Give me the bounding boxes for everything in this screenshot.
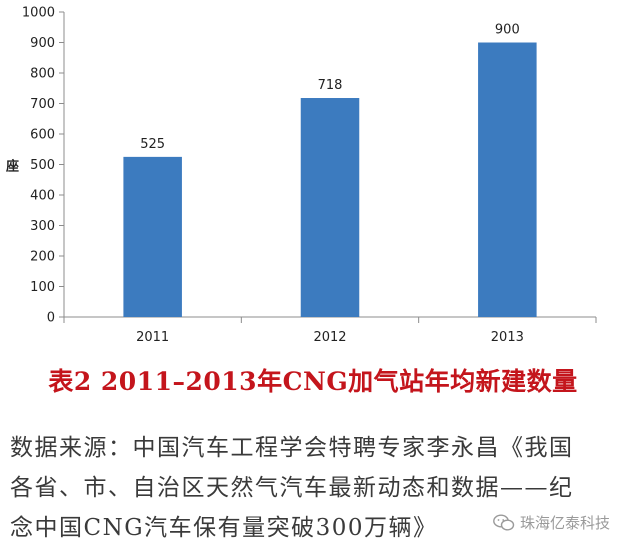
source-line-2: 各省、市、自治区天然气汽车最新动态和数据——纪 — [10, 475, 574, 501]
chart-axes: 0 100 200 300 400 500 600 700 800 900 1000 座 — [5, 6, 597, 326]
watermark-text: 珠海亿泰科技 — [519, 514, 610, 532]
figure-caption: 表2 2011–2013年CNG加气站年均新建数量 — [48, 367, 578, 396]
y-tick-label: 1000 — [22, 6, 55, 21]
data-label: 718 — [318, 78, 343, 93]
y-tick-label: 200 — [30, 250, 55, 265]
source-line-3: 念中国CNG汽车保有量突破300万辆》 — [10, 515, 438, 541]
y-tick-label: 400 — [30, 189, 55, 204]
data-label: 900 — [495, 23, 520, 38]
bar — [123, 156, 182, 317]
data-label: 525 — [140, 137, 165, 152]
chart-labels: 525 2011 718 2012 900 2013 — [136, 23, 524, 346]
y-tick-label: 300 — [30, 219, 55, 234]
y-tick-label: 700 — [30, 97, 55, 112]
y-tick-label: 900 — [30, 36, 55, 51]
y-tick-label: 0 — [47, 311, 55, 326]
y-tick-label: 800 — [30, 67, 55, 82]
y-tick-label: 500 — [30, 158, 55, 173]
source-line-1: 数据来源：中国汽车工程学会特聘专家李永昌《我国 — [10, 435, 574, 461]
x-tick-label: 2011 — [136, 330, 169, 345]
y-axis-label: 座 — [5, 159, 19, 175]
bar-chart: 0 100 200 300 400 500 600 700 800 900 1000 座 525 201… — [5, 6, 597, 346]
x-tick-label: 2013 — [491, 330, 524, 345]
chart-bars — [123, 42, 537, 317]
source-note: 数据来源：中国汽车工程学会特聘专家李永昌《我国 各省、市、自治区天然气汽车最新动… — [10, 428, 616, 548]
x-tick-label: 2012 — [313, 330, 346, 345]
bar — [478, 42, 537, 317]
bar — [300, 98, 360, 317]
y-tick-label: 100 — [30, 280, 55, 295]
wechat-icon — [493, 513, 515, 531]
watermark: 珠海亿泰科技 — [490, 512, 612, 533]
y-tick-label: 600 — [30, 128, 55, 143]
